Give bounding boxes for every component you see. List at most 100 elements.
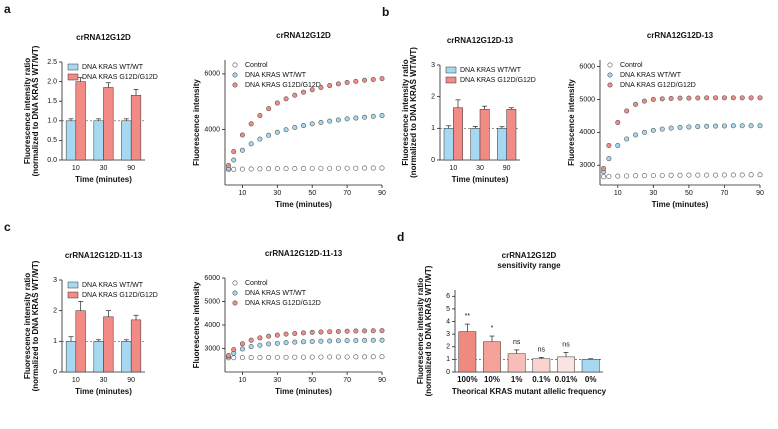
legend-marker	[607, 62, 613, 68]
data-point	[292, 92, 298, 98]
x-tick-label: 90	[756, 190, 764, 197]
x-tick-label: 100%	[457, 375, 477, 384]
x-tick-label: 10	[72, 377, 80, 384]
bar	[75, 81, 86, 161]
data-point	[353, 354, 359, 360]
y-tick-label: 2	[431, 94, 435, 101]
bar	[65, 341, 77, 373]
data-point	[266, 106, 272, 112]
data-point	[379, 76, 385, 82]
data-point	[344, 80, 350, 86]
data-point	[659, 96, 665, 102]
y-axis-label: Fluorescence intensity	[192, 281, 201, 368]
data-point	[668, 172, 674, 178]
data-point	[730, 123, 736, 129]
data-point	[327, 329, 333, 335]
data-point	[704, 95, 710, 101]
y-tick-label: 2.5	[47, 59, 57, 66]
data-point	[283, 166, 289, 172]
data-point	[739, 172, 745, 178]
significance: ns	[538, 346, 546, 353]
data-point	[266, 132, 272, 138]
data-point	[292, 330, 298, 336]
legend-label: Control	[245, 280, 268, 287]
x-axis-label: Time (minutes)	[275, 200, 332, 209]
legend-label: DNA KRAS WT/WT	[245, 72, 307, 79]
data-point	[659, 172, 665, 178]
data-point	[601, 166, 607, 172]
chart-title: crRNA12G12D-11-13	[265, 249, 343, 258]
data-point	[748, 172, 754, 178]
y-tick-label: 1	[431, 125, 435, 132]
legend-marker	[232, 62, 238, 68]
x-tick-label: 30	[273, 377, 281, 384]
y-axis-label: (normalized to DNA KRAS WT/WT)	[409, 47, 418, 178]
y-tick-label: 0.0	[47, 157, 57, 164]
x-axis-label: Time (minutes)	[275, 387, 332, 396]
data-point	[730, 172, 736, 178]
data-point	[327, 118, 333, 124]
legend-marker	[607, 72, 613, 78]
y-tick-label: 4000	[204, 126, 220, 133]
data-point	[721, 95, 727, 101]
data-point	[327, 83, 333, 89]
y-tick-label: 4000	[579, 129, 595, 136]
data-point	[379, 113, 385, 119]
y-axis-label: (normalized to DNA KRAS WT/WT)	[424, 265, 433, 396]
bar	[506, 109, 517, 161]
data-point	[318, 354, 324, 360]
data-point	[659, 126, 665, 132]
data-point	[641, 129, 647, 135]
data-point	[601, 174, 607, 180]
bar	[130, 319, 142, 373]
data-point	[292, 354, 298, 360]
data-point	[633, 173, 639, 179]
data-point	[695, 172, 701, 178]
x-tick-label: 10	[239, 190, 247, 197]
data-point	[257, 166, 263, 172]
data-point	[309, 329, 315, 335]
data-point	[257, 335, 263, 341]
y-axis-label: Fluorescence intensity ratio	[23, 273, 32, 379]
data-point	[379, 328, 385, 334]
x-tick-label: 30	[649, 190, 657, 197]
x-tick-label: 90	[127, 165, 135, 172]
data-point	[335, 81, 341, 87]
data-point	[615, 143, 621, 149]
data-point	[370, 328, 376, 334]
x-axis-label: Time (minutes)	[75, 387, 132, 396]
data-point	[353, 328, 359, 334]
x-tick-label: 10	[614, 190, 622, 197]
data-point	[668, 95, 674, 101]
data-point	[300, 354, 306, 360]
data-point	[606, 173, 612, 179]
data-point	[362, 165, 368, 171]
data-point	[606, 143, 612, 149]
data-point	[231, 355, 237, 361]
data-point	[335, 328, 341, 334]
y-tick-label: 1	[53, 338, 57, 345]
data-point	[300, 339, 306, 345]
y-axis-label: Fluorescence intensity ratio	[23, 58, 32, 164]
data-point	[283, 331, 289, 337]
data-point	[274, 332, 280, 338]
data-point	[379, 354, 385, 360]
data-point	[624, 136, 630, 142]
significance: ns	[513, 339, 521, 346]
legend-label: DNA KRAS G12D/G12D	[245, 82, 321, 89]
y-tick-label: 4	[446, 318, 450, 325]
x-tick-label: 1%	[511, 375, 523, 384]
x-tick-label: 70	[721, 190, 729, 197]
data-point	[309, 121, 315, 127]
x-tick-label: 30	[100, 377, 108, 384]
data-point	[370, 354, 376, 360]
bar	[453, 107, 463, 161]
data-point	[335, 117, 341, 123]
data-point	[239, 147, 245, 153]
data-point	[309, 165, 315, 171]
y-tick-label: 3000	[579, 162, 595, 169]
y-axis-label: Fluorescence intensity ratio	[416, 278, 425, 384]
y-tick-label: 0	[446, 369, 450, 376]
legend-label: DNA KRAS WT/WT	[82, 282, 144, 289]
significance: **	[465, 313, 471, 320]
